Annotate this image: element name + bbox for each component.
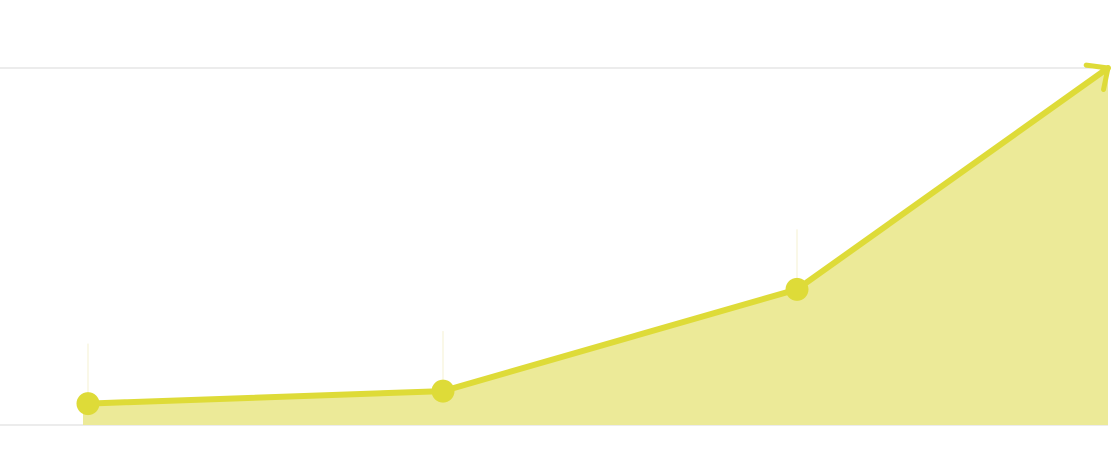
series-line <box>85 65 1111 407</box>
series-end-arrow <box>1083 62 1111 93</box>
area-layer <box>83 68 1108 425</box>
series-area <box>83 68 1108 425</box>
data-point <box>431 379 455 403</box>
point-layer <box>76 277 809 416</box>
data-point <box>76 392 100 416</box>
line-layer <box>85 62 1111 407</box>
data-point <box>785 277 809 301</box>
